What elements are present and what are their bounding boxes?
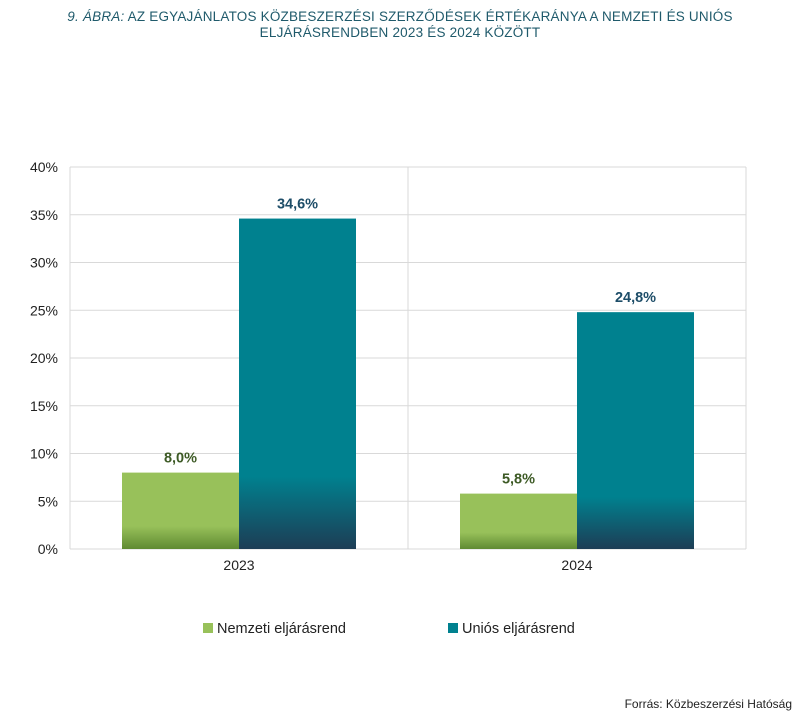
legend-label-unios: Uniós eljárásrend bbox=[462, 621, 575, 637]
y-tick-label: 5% bbox=[38, 493, 58, 509]
legend-swatch-unios bbox=[448, 623, 458, 633]
y-tick-label: 15% bbox=[30, 398, 58, 414]
bar-nemzeti-2023 bbox=[122, 472, 239, 549]
x-tick-label: 2024 bbox=[561, 557, 592, 573]
y-tick-label: 10% bbox=[30, 446, 58, 462]
x-tick-label: 2023 bbox=[223, 557, 254, 573]
legend-label-nemzeti: Nemzeti eljárásrend bbox=[217, 621, 346, 637]
bars bbox=[122, 218, 694, 549]
bar-unios-2023 bbox=[239, 218, 356, 549]
chart-title: 9. ÁBRA: AZ EGYAJÁNLATOS KÖZBESZERZÉSI S… bbox=[0, 9, 800, 41]
labels: 0% 5% 10% 15% 20% 25% 30% 35% 40% 8,0% 34,6% 2023 5,… bbox=[30, 159, 656, 573]
bar-nemzeti-2024 bbox=[460, 493, 577, 549]
y-tick-label: 40% bbox=[30, 159, 58, 175]
y-tick-label: 0% bbox=[38, 541, 58, 557]
figure-number: 9. ÁBRA: bbox=[67, 9, 125, 24]
source-note: Forrás: Közbeszerzési Hatóság bbox=[624, 697, 792, 711]
data-label: 5,8% bbox=[502, 472, 535, 488]
title-line-2: ELJÁRÁSRENDBEN 2023 ÉS 2024 KÖZÖTT bbox=[259, 25, 541, 40]
legend: Nemzeti eljárásrend Uniós eljárásrend bbox=[203, 621, 575, 637]
title-line-1: AZ EGYAJÁNLATOS KÖZBESZERZÉSI SZERZŐDÉSE… bbox=[127, 9, 733, 24]
data-label: 8,0% bbox=[164, 451, 197, 467]
legend-swatch-nemzeti bbox=[203, 623, 213, 633]
data-label: 24,8% bbox=[615, 290, 656, 306]
bar-unios-2024 bbox=[577, 312, 694, 549]
y-tick-label: 20% bbox=[30, 350, 58, 366]
data-label: 34,6% bbox=[277, 197, 318, 213]
y-tick-label: 30% bbox=[30, 255, 58, 271]
y-tick-label: 25% bbox=[30, 302, 58, 318]
y-tick-label: 35% bbox=[30, 207, 58, 223]
